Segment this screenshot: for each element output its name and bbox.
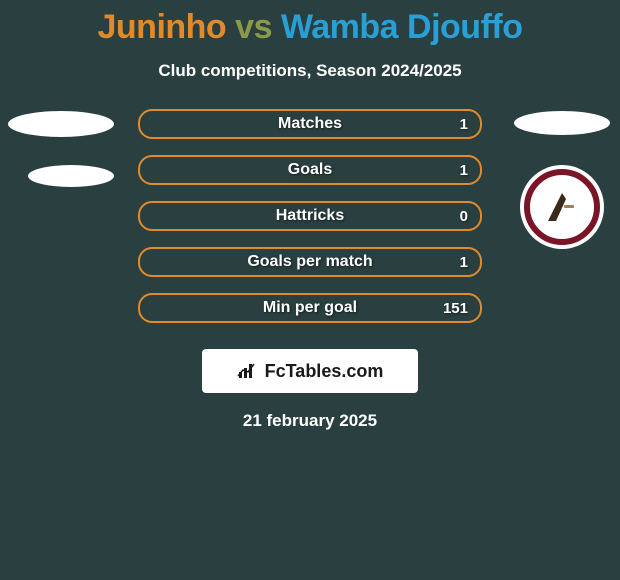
stat-bars: Matches 1 Goals 1 Hattricks 0 Goals per …: [138, 109, 482, 323]
decor-ellipse-right-1: [514, 111, 610, 135]
stat-label: Goals per match: [247, 253, 372, 271]
club-crest-icon: [542, 187, 582, 227]
player1-name: Juninho: [98, 8, 227, 46]
stat-value: 1: [460, 116, 468, 133]
branding-badge: FcTables.com: [202, 349, 418, 393]
stat-label: Matches: [278, 115, 342, 133]
vs-label: vs: [235, 8, 272, 46]
stat-row-goals: Goals 1: [138, 155, 482, 185]
stat-label: Min per goal: [263, 299, 357, 317]
club-badge-ring: [524, 169, 600, 245]
stat-row-matches: Matches 1: [138, 109, 482, 139]
decor-ellipse-left-1: [8, 111, 114, 137]
stat-label: Hattricks: [276, 207, 344, 225]
club-badge: [520, 165, 604, 249]
stat-row-goals-per-match: Goals per match 1: [138, 247, 482, 277]
stat-row-min-per-goal: Min per goal 151: [138, 293, 482, 323]
stat-value: 0: [460, 208, 468, 225]
stat-value: 1: [460, 162, 468, 179]
stat-value: 151: [443, 300, 468, 317]
bar-chart-icon: [237, 362, 259, 380]
stats-area: Matches 1 Goals 1 Hattricks 0 Goals per …: [0, 109, 620, 323]
stat-value: 1: [460, 254, 468, 271]
decor-ellipse-left-2: [28, 165, 114, 187]
subtitle: Club competitions, Season 2024/2025: [0, 61, 620, 81]
stat-label: Goals: [288, 161, 332, 179]
date-label: 21 february 2025: [0, 411, 620, 431]
branding-text: FcTables.com: [265, 361, 384, 382]
page-title: Juninho vs Wamba Djouffo: [0, 0, 620, 47]
stat-row-hattricks: Hattricks 0: [138, 201, 482, 231]
player2-name: Wamba Djouffo: [281, 8, 523, 46]
